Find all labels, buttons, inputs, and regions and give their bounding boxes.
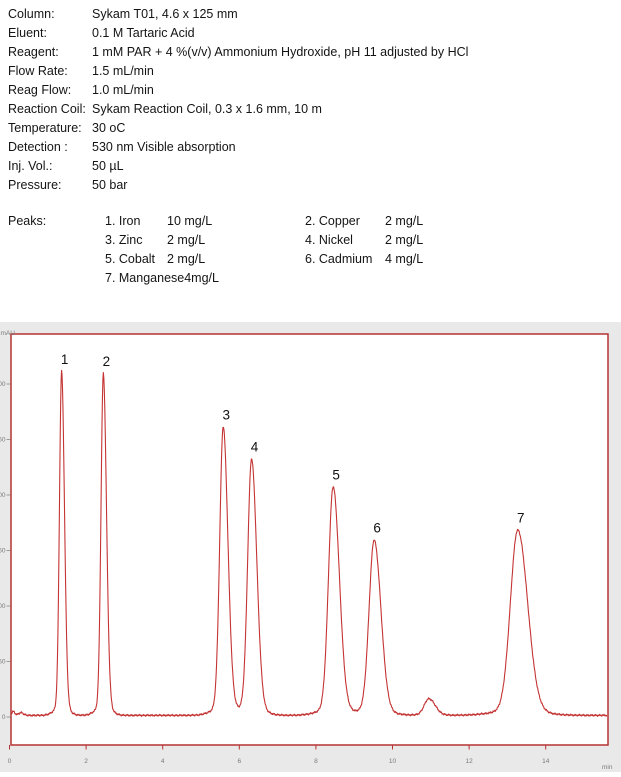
method-param-row: Reag Flow: 1.0 mL/min [8,81,613,100]
y-tick-label: 200 [0,492,6,499]
x-tick-label: 12 [465,758,473,765]
peaks-column-1: 1. Iron 10 mg/L 3. Zinc 2 mg/L 5. Cobalt 2 mg… [105,212,305,288]
param-label: Temperature: [8,121,82,135]
param-label: Reag Flow: [8,83,72,97]
x-tick-label: 2 [84,758,88,765]
peak-number-label: 5 [332,467,340,482]
param-label: Inj. Vol.: [8,159,53,173]
peak-number-label: 4 [251,440,259,455]
param-value: 1.5 mL/min [92,64,154,78]
y-tick-label: 50 [0,659,6,666]
chromatogram-chart: 02468101214050100150200250300mAUmin12345… [0,330,613,771]
method-param-row: Column: Sykam T01, 4.6 x 125 mm [8,5,613,24]
peak-legend-entry: 7. Manganese 4mg/L [105,269,305,288]
peak-name: 4. Nickel [305,233,353,247]
param-value: 50 µL [92,159,124,173]
peaks-column-2: 2. Copper 2 mg/L 4. Nickel 2 mg/L 6. Cadmium… [305,212,423,288]
peak-name: 5. Cobalt [105,252,156,266]
param-label: Detection : [8,140,68,154]
peak-concentration: 10 mg/L [167,214,213,228]
plot-border [10,333,609,746]
method-param-row: Eluent: 0.1 M Tartaric Acid [8,24,613,43]
peak-name: 7. Manganese [105,271,185,285]
peak-name: 2. Copper [305,214,360,228]
param-value: 530 nm Visible absorption [92,140,236,154]
param-value: Sykam T01, 4.6 x 125 mm [92,7,238,21]
peak-concentration: 2 mg/L [167,233,206,247]
method-param-row: Reaction Coil: Sykam Reaction Coil, 0.3 x… [8,100,613,119]
y-tick-label: 100 [0,603,6,610]
x-tick-label: 0 [8,758,12,765]
y-axis-unit-label: mAU [1,330,16,337]
x-tick-label: 14 [542,758,550,765]
peak-concentration: 2 mg/L [385,233,424,247]
peak-legend-entry: 2. Copper 2 mg/L [305,212,423,231]
param-value: Sykam Reaction Coil, 0.3 x 1.6 mm, 10 m [92,102,322,116]
peak-name: 6. Cadmium [305,252,373,266]
peaks-legend: Peaks: 1. Iron 10 mg/L 3. Zinc 2 mg/L 5. Cob… [0,212,621,288]
peak-legend-entry: 6. Cadmium 4 mg/L [305,250,423,269]
chromatogram-panel: 02468101214050100150200250300mAUmin12345… [0,322,621,772]
peaks-heading: Peaks: [8,214,47,228]
peak-legend-entry: 4. Nickel 2 mg/L [305,231,423,250]
peak-concentration: 4mg/L [184,271,219,285]
method-param-row: Reagent: 1 mM PAR + 4 %(v/v) Ammonium Hyd… [8,43,613,62]
y-tick-label: 300 [0,381,6,388]
x-tick-label: 8 [314,758,318,765]
method-param-row: Inj. Vol.: 50 µL [8,157,613,176]
peak-legend-entry: 5. Cobalt 2 mg/L [105,250,305,269]
peak-number-label: 7 [517,511,525,526]
peak-concentration: 2 mg/L [167,252,206,266]
chromatogram-trace [10,369,608,717]
param-label: Reaction Coil: [8,102,86,116]
param-value: 1.0 mL/min [92,83,154,97]
x-tick-label: 4 [161,758,165,765]
peak-concentration: 4 mg/L [385,252,424,266]
param-label: Column: [8,7,55,21]
param-label: Pressure: [8,178,62,192]
method-param-row: Pressure: 50 bar [8,176,613,195]
method-param-row: Detection : 530 nm Visible absorption [8,138,613,157]
peak-legend-entry: 3. Zinc 2 mg/L [105,231,305,250]
param-value: 30 oC [92,121,126,135]
param-value: 50 bar [92,178,128,192]
y-tick-label: 0 [2,714,6,721]
method-param-row: Flow Rate: 1.5 mL/min [8,62,613,81]
peak-number-label: 6 [373,521,381,536]
param-label: Flow Rate: [8,64,68,78]
param-value: 0.1 M Tartaric Acid [92,26,195,40]
param-label: Reagent: [8,45,59,59]
y-tick-label: 150 [0,548,6,555]
method-param-row: Temperature: 30 oC [8,119,613,138]
peak-concentration: 2 mg/L [385,214,424,228]
peak-number-label: 3 [222,407,230,422]
x-axis-unit-label: min [602,764,613,771]
peak-legend-entry: 1. Iron 10 mg/L [105,212,305,231]
x-tick-label: 10 [389,758,397,765]
y-tick-label: 250 [0,437,6,444]
x-tick-label: 6 [237,758,241,765]
peak-number-label: 2 [103,354,111,369]
param-value: 1 mM PAR + 4 %(v/v) Ammonium Hydroxide, … [92,45,469,59]
peak-name: 1. Iron [105,214,141,228]
method-parameters: Column: Sykam T01, 4.6 x 125 mm Eluent: 0.1… [0,0,621,195]
peak-name: 3. Zinc [105,233,143,247]
peak-number-label: 1 [61,352,69,367]
param-label: Eluent: [8,26,47,40]
